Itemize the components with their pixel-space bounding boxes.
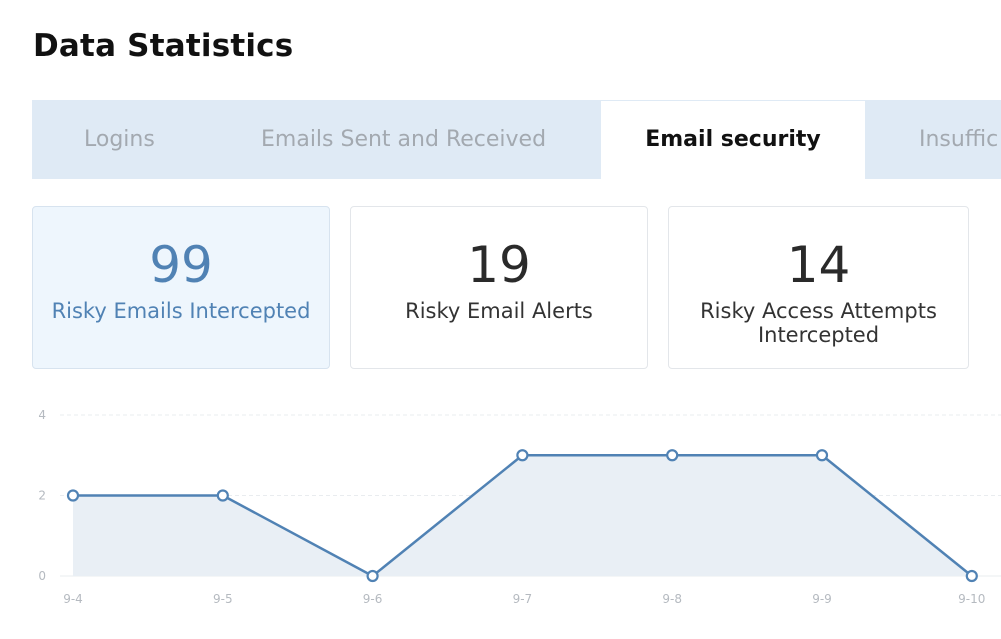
stat-card-risky-email-alerts[interactable]: 19 Risky Email Alerts xyxy=(350,206,648,369)
y-tick-label: 2 xyxy=(38,489,46,503)
stat-value: 19 xyxy=(467,236,531,294)
x-tick-label: 9-4 xyxy=(63,592,83,606)
tab-insufficient[interactable]: Insuffic xyxy=(919,127,999,152)
data-point[interactable] xyxy=(216,489,229,502)
x-tick-label: 9-7 xyxy=(513,592,533,606)
stat-label: Risky Email Alerts xyxy=(405,299,593,323)
tab-email-security[interactable]: Email security xyxy=(601,101,865,179)
stat-card-risky-emails-intercepted[interactable]: 99 Risky Emails Intercepted xyxy=(32,206,330,369)
page-title: Data Statistics xyxy=(33,28,294,64)
stat-card-risky-access-attempts[interactable]: 14 Risky Access Attempts Intercepted xyxy=(668,206,969,369)
x-tick-label: 9-5 xyxy=(213,592,233,606)
stat-value: 99 xyxy=(149,236,213,294)
tab-emails-sent-received[interactable]: Emails Sent and Received xyxy=(261,127,547,152)
data-point[interactable] xyxy=(516,449,529,462)
stat-label: Risky Access Attempts Intercepted xyxy=(700,299,937,347)
stat-label: Risky Emails Intercepted xyxy=(51,299,311,323)
data-point[interactable] xyxy=(965,569,978,583)
x-tick-label: 9-8 xyxy=(662,592,682,606)
tab-bar: Logins Emails Sent and Received Email se… xyxy=(32,100,1001,179)
email-security-line-chart: 0 2 4 9-4 9-5 9-6 9-7 9-8 9-9 9-10 xyxy=(38,408,1001,606)
x-tick-label: 9-6 xyxy=(363,592,383,606)
data-point[interactable] xyxy=(366,569,379,583)
y-tick-label: 4 xyxy=(38,408,46,422)
x-tick-label: 9-10 xyxy=(958,592,985,606)
y-tick-label: 0 xyxy=(38,569,46,583)
data-point[interactable] xyxy=(66,489,80,502)
x-tick-label: 9-9 xyxy=(812,592,832,606)
tab-logins[interactable]: Logins xyxy=(84,127,155,152)
data-point[interactable] xyxy=(666,449,679,462)
data-point[interactable] xyxy=(815,449,829,462)
stat-value: 14 xyxy=(786,236,851,294)
series-area xyxy=(73,455,972,576)
